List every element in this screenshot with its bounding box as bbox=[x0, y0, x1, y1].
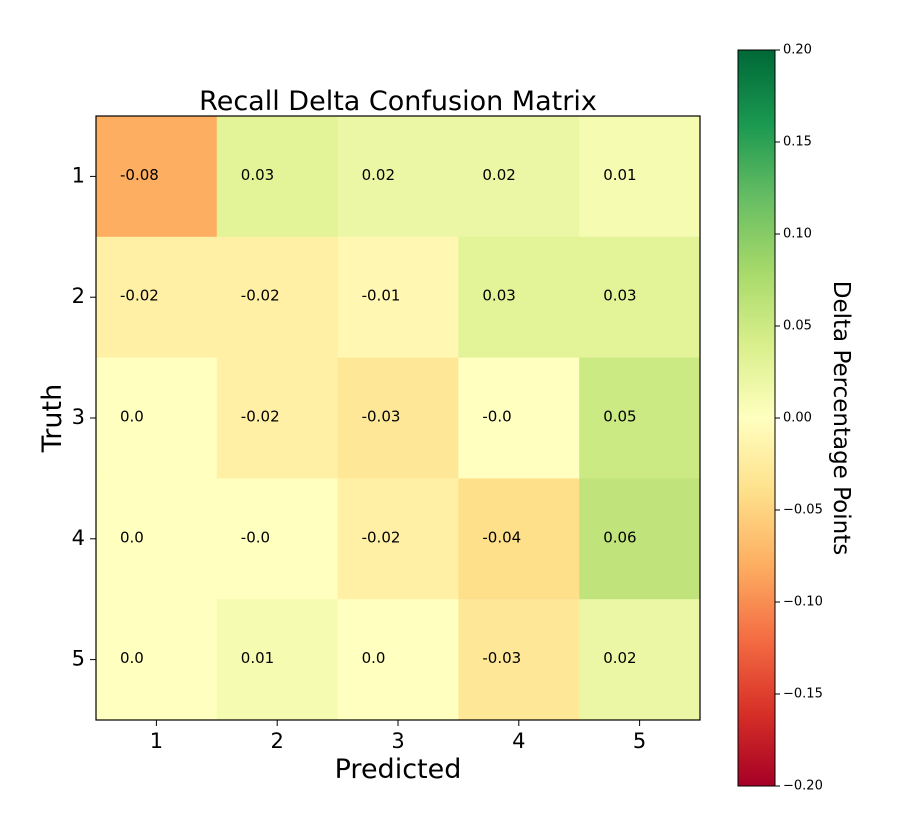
cell-value-label: -0.0 bbox=[482, 408, 511, 426]
heatmap-cell bbox=[458, 116, 580, 238]
colorbar-tick-label: 0.20 bbox=[783, 43, 812, 58]
cell-value-label: 0.02 bbox=[482, 166, 515, 184]
colorbar bbox=[737, 49, 776, 787]
cell-value-label: -0.08 bbox=[120, 166, 159, 184]
heatmap-cell bbox=[216, 236, 339, 359]
cell-value-label: -0.03 bbox=[362, 408, 401, 426]
x-tick-label: 1 bbox=[150, 729, 163, 753]
colorbar-tick-label: −0.05 bbox=[783, 503, 823, 518]
cell-value-label: 0.06 bbox=[603, 528, 636, 546]
heatmap-cell bbox=[96, 599, 218, 721]
heatmap-cell bbox=[579, 236, 701, 359]
heatmap-cell bbox=[337, 357, 459, 479]
colorbar-tick-label: 0.10 bbox=[783, 227, 812, 242]
heatmap-cell bbox=[216, 357, 339, 479]
x-axis-ticks: 1 2 3 4 5 bbox=[150, 720, 646, 753]
cell-value-label: 0.02 bbox=[603, 649, 636, 667]
heatmap-cell bbox=[96, 357, 218, 479]
heatmap-cell bbox=[458, 357, 580, 479]
y-tick-label: 1 bbox=[72, 163, 85, 187]
heatmap-cells bbox=[96, 116, 701, 721]
cell-value-label: -0.02 bbox=[120, 287, 159, 305]
heatmap-cell bbox=[579, 478, 701, 600]
x-tick-label: 2 bbox=[271, 729, 284, 753]
heatmap-cell bbox=[216, 478, 339, 600]
heatmap-cell bbox=[458, 599, 580, 721]
colorbar-ticks: 0.20 0.15 0.10 0.05 0.00 −0.05 −0.10 −0.15 −0.20 bbox=[775, 43, 823, 794]
cell-value-label: 0.0 bbox=[120, 408, 144, 426]
heatmap-cell bbox=[96, 478, 218, 600]
y-axis-label: Truth bbox=[37, 384, 68, 453]
heatmap-cell bbox=[337, 236, 459, 359]
cell-value-label: 0.02 bbox=[362, 166, 395, 184]
heatmap-cell bbox=[337, 599, 459, 721]
heatmap-cell bbox=[216, 116, 339, 238]
y-tick-label: 2 bbox=[72, 284, 85, 308]
cell-value-label: 0.0 bbox=[120, 528, 144, 546]
cell-value-label: 0.05 bbox=[603, 408, 636, 426]
cell-value-label: -0.02 bbox=[241, 287, 280, 305]
cell-value-label: -0.02 bbox=[241, 408, 280, 426]
y-tick-label: 3 bbox=[72, 405, 85, 429]
x-tick-label: 5 bbox=[633, 729, 646, 753]
cell-value-label: 0.03 bbox=[603, 287, 636, 305]
cell-value-label: -0.01 bbox=[362, 287, 401, 305]
heatmap-cell bbox=[96, 116, 218, 238]
cell-value-label: 0.03 bbox=[482, 287, 515, 305]
x-axis-label: Predicted bbox=[335, 754, 462, 785]
colorbar-tick-label: −0.15 bbox=[783, 687, 823, 702]
cell-value-label: -0.0 bbox=[241, 528, 270, 546]
colorbar-tick-label: 0.00 bbox=[783, 411, 812, 426]
cell-value-label: 0.0 bbox=[120, 649, 144, 667]
colorbar-label: Delta Percentage Points bbox=[828, 281, 854, 555]
cell-value-label: 0.01 bbox=[603, 166, 636, 184]
heatmap-cell bbox=[579, 116, 701, 238]
cell-value-label: 0.0 bbox=[362, 649, 386, 667]
heatmap-cell-labels: -0.08 0.03 0.02 0.02 0.01 -0.02 -0.02 -0.01 0.03… bbox=[120, 166, 637, 667]
cell-value-label: 0.01 bbox=[241, 649, 274, 667]
colorbar-tick-label: −0.20 bbox=[783, 779, 823, 794]
chart-title: Recall Delta Confusion Matrix bbox=[199, 86, 597, 117]
y-tick-label: 5 bbox=[72, 647, 85, 671]
heatmap-cell bbox=[337, 478, 459, 600]
colorbar-tick-label: −0.10 bbox=[783, 595, 823, 610]
y-axis-ticks: 1 2 3 4 5 bbox=[72, 163, 96, 671]
colorbar-tick-label: 0.15 bbox=[783, 135, 812, 150]
heatmap-cell bbox=[458, 478, 580, 600]
heatmap-cell bbox=[579, 357, 701, 479]
cell-value-label: -0.02 bbox=[362, 528, 401, 546]
x-tick-label: 4 bbox=[512, 729, 525, 753]
y-tick-label: 4 bbox=[72, 526, 85, 550]
heatmap-cell bbox=[96, 236, 218, 359]
cell-value-label: -0.04 bbox=[482, 528, 521, 546]
heatmap-cell bbox=[579, 599, 701, 721]
cell-value-label: -0.03 bbox=[482, 649, 521, 667]
heatmap-cell bbox=[458, 236, 580, 359]
colorbar-tick-label: 0.05 bbox=[783, 319, 812, 334]
cell-value-label: 0.03 bbox=[241, 166, 274, 184]
heatmap-cell bbox=[337, 116, 459, 238]
x-tick-label: 3 bbox=[391, 729, 404, 753]
heatmap-cell bbox=[216, 599, 339, 721]
